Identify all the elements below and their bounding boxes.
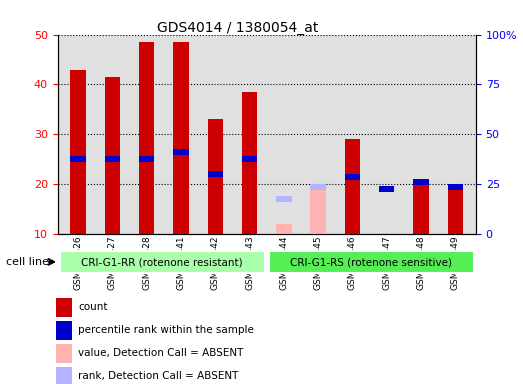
Bar [276,224,292,234]
Bar [269,251,474,273]
Bar [71,70,86,234]
Bar [276,196,292,202]
Bar [139,42,154,234]
Bar [56,344,72,363]
Bar [242,156,257,162]
Text: value, Detection Call = ABSENT: value, Detection Call = ABSENT [78,348,244,358]
Bar [413,179,429,234]
Bar [56,298,72,317]
Bar [413,179,429,185]
Bar [60,251,265,273]
Bar [139,156,154,162]
Bar [345,139,360,234]
Bar [105,77,120,234]
Text: GDS4014 / 1380054_at: GDS4014 / 1380054_at [157,21,319,35]
Bar [208,171,223,177]
Bar [345,174,360,180]
Bar [311,184,326,190]
Bar [448,187,463,234]
Bar [448,184,463,190]
Text: cell line: cell line [6,257,49,267]
Bar [173,42,189,234]
Text: rank, Detection Call = ABSENT: rank, Detection Call = ABSENT [78,371,238,381]
Text: count: count [78,301,108,311]
Bar [71,156,86,162]
Bar [242,92,257,234]
Bar [56,321,72,340]
Bar [173,149,189,155]
Text: percentile rank within the sample: percentile rank within the sample [78,324,254,334]
Bar [105,156,120,162]
Bar [56,367,72,384]
Bar [208,119,223,234]
Text: CRI-G1-RR (rotenone resistant): CRI-G1-RR (rotenone resistant) [81,257,243,267]
Text: CRI-G1-RS (rotenone sensitive): CRI-G1-RS (rotenone sensitive) [290,257,452,267]
Bar [379,186,394,192]
Bar [311,187,326,234]
